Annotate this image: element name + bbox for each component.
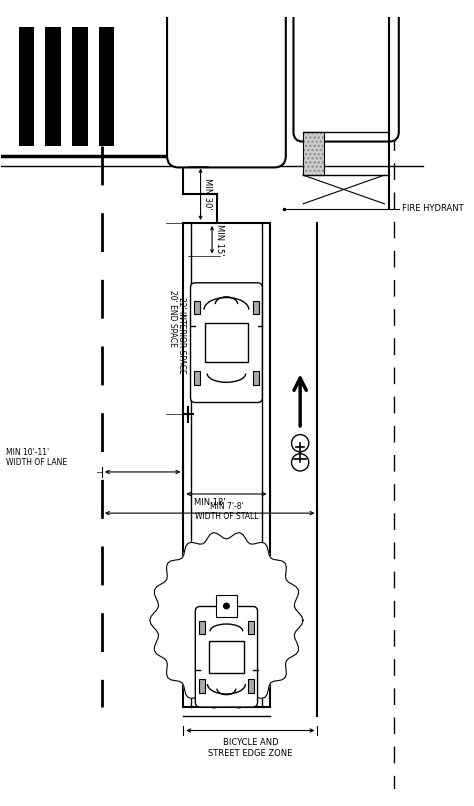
Text: 22' INTERIOR SPACE: 22' INTERIOR SPACE [177,297,186,374]
Circle shape [292,434,309,452]
Bar [248,621,254,634]
Circle shape [224,603,229,609]
Bar [303,132,324,175]
Bar [253,301,258,314]
Bar [194,301,200,314]
Bar [199,621,205,634]
Bar [205,323,247,362]
Bar [216,596,237,617]
Text: 20' END SPACE: 20' END SPACE [168,290,177,347]
Bar [18,27,34,147]
Text: MIN 18': MIN 18' [194,498,226,508]
Bar [253,372,258,384]
Polygon shape [150,533,303,708]
FancyBboxPatch shape [191,283,262,402]
Bar [248,679,254,692]
Text: BICYCLE AND
STREET EDGE ZONE: BICYCLE AND STREET EDGE ZONE [208,738,292,758]
Text: FIRE HYDRANT: FIRE HYDRANT [401,204,463,213]
FancyBboxPatch shape [167,6,286,168]
Text: MIN 30': MIN 30' [203,178,212,210]
Bar [99,27,114,147]
Text: MIN 7'-8'
WIDTH OF STALL: MIN 7'-8' WIDTH OF STALL [195,501,258,521]
Bar [194,372,200,384]
Bar [46,27,61,147]
FancyBboxPatch shape [293,7,399,142]
Bar [72,27,88,147]
Text: MIN 15': MIN 15' [215,224,224,256]
FancyBboxPatch shape [195,606,257,707]
Text: MIN 10'-11'
WIDTH OF LANE: MIN 10'-11' WIDTH OF LANE [6,448,67,467]
Bar [199,679,205,692]
Bar [303,132,324,175]
Bar [209,641,244,673]
Circle shape [292,454,309,471]
